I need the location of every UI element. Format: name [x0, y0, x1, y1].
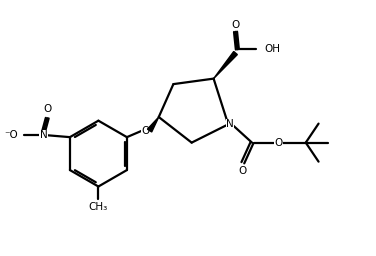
Text: N: N [40, 130, 47, 140]
Text: ⁻O: ⁻O [4, 130, 18, 140]
Text: O: O [231, 19, 240, 29]
Polygon shape [214, 51, 237, 79]
Text: CH₃: CH₃ [89, 202, 108, 212]
Text: N: N [226, 119, 234, 129]
Text: OH: OH [264, 44, 280, 54]
Text: O: O [43, 104, 52, 114]
Polygon shape [147, 117, 159, 132]
Text: O: O [239, 166, 247, 176]
Text: O: O [274, 138, 282, 148]
Text: O: O [142, 125, 150, 136]
